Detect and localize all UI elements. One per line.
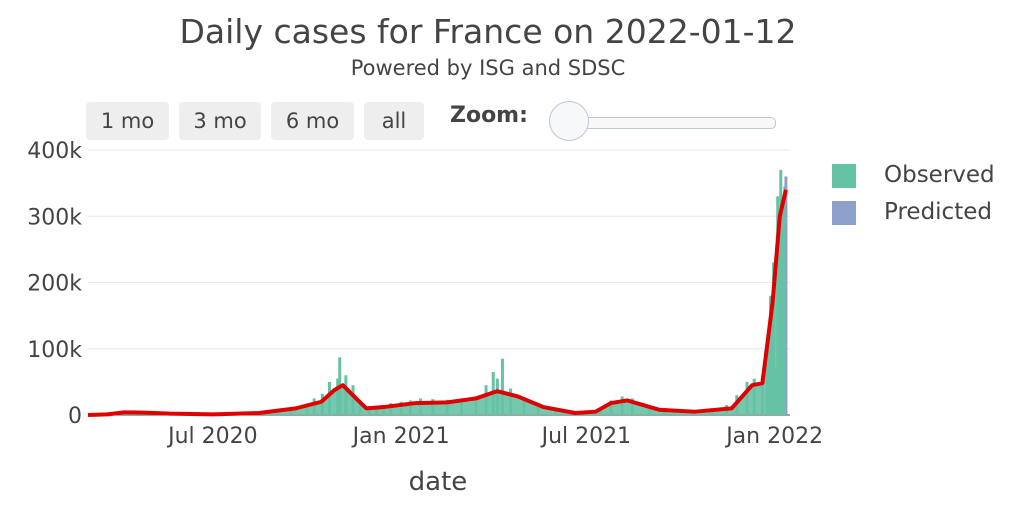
range-button-3mo[interactable]: 3 mo	[179, 102, 261, 140]
x-tick-label: Jan 2022	[724, 424, 823, 449]
y-tick-label: 200k	[27, 272, 82, 297]
observed-area	[88, 189, 786, 415]
gridlines	[88, 149, 790, 416]
legend-swatch-observed	[832, 164, 856, 188]
zoom-slider-handle[interactable]	[549, 101, 589, 141]
range-button-all[interactable]: all	[364, 102, 424, 140]
x-tick-label: Jan 2021	[351, 424, 450, 449]
chart-subtitle: Powered by ISG and SDSC	[350, 56, 626, 80]
bars	[88, 169, 788, 415]
y-tick-label: 400k	[27, 139, 82, 164]
range-button-1mo[interactable]: 1 mo	[86, 102, 169, 140]
trend-line	[87, 189, 788, 417]
y-tick-label: 300k	[27, 205, 82, 230]
range-button-6mo[interactable]: 6 mo	[271, 102, 354, 140]
bar-observed	[500, 358, 504, 415]
y-tick-label: 0	[68, 404, 82, 429]
chart-title: Daily cases for France on 2022-01-12	[179, 12, 797, 51]
y-tick-label: 100k	[27, 338, 82, 363]
x-axis-title: date	[409, 467, 468, 497]
x-tick-label: Jul 2020	[166, 424, 258, 449]
zoom-label: Zoom:	[450, 103, 528, 128]
trend-layer	[87, 189, 788, 417]
legend-label-observed[interactable]: Observed	[884, 162, 995, 188]
legend-label-predicted[interactable]: Predicted	[884, 199, 992, 225]
axis-ticks: 0 100k 200k 300k 400k Jul 2020 Jan 2021 Jul 202…	[27, 139, 823, 449]
x-tick-label: Jul 2021	[540, 424, 632, 449]
legend-swatch-predicted	[832, 201, 856, 225]
